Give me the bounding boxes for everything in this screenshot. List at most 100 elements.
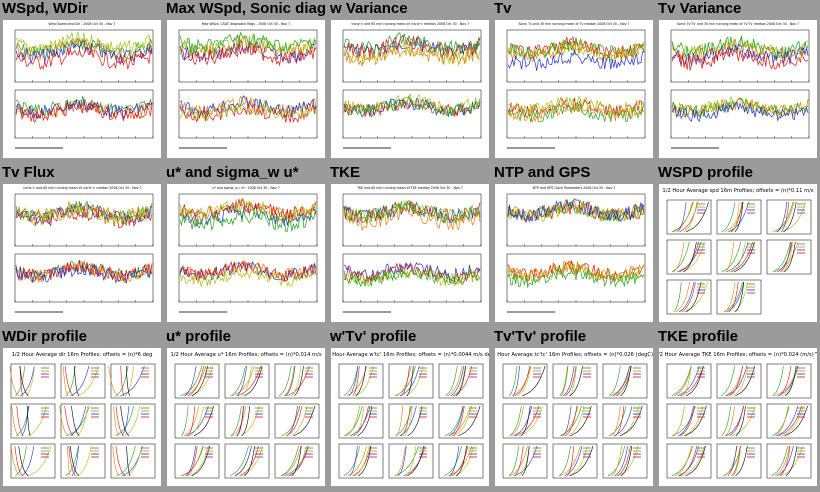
profile-panel-frame	[716, 199, 762, 235]
profile-plot-icon[interactable]: 1/2 Hour Average dir 16m Profiles; offse…	[3, 348, 161, 486]
profile-line	[183, 405, 200, 437]
time-series-plot-icon[interactable]: <w'tc'> and 60 min running mean of <w'tc…	[3, 184, 161, 322]
plot-thumbnail-image: 1/2 Hour Average u* 16m Profiles; offset…	[170, 352, 322, 479]
time-series-plot-icon[interactable]: Sonic Tv'Tv' and 30 min running mean of …	[659, 20, 817, 158]
plot-title[interactable]: w Variance	[330, 0, 408, 17]
profile-line	[9, 365, 20, 397]
time-series-plot-icon[interactable]: u* and sigma_w / u* - 2008 Oct 30 - Nov …	[167, 184, 325, 322]
series-line	[671, 101, 809, 123]
profile-panel-frame	[274, 403, 320, 439]
profile-line	[403, 445, 426, 477]
time-series-plot-icon[interactable]: NTP and GPS Clock Parameters 2008 Oct 30…	[495, 184, 653, 322]
plot-cell: WSpd, WDir Wind Speed and Dir - 2008 Oct …	[0, 0, 164, 164]
profile-line	[614, 445, 628, 477]
profile-line	[73, 365, 79, 397]
series-line	[671, 37, 809, 60]
profile-line	[616, 365, 630, 397]
plot-title[interactable]: Tv Flux	[2, 164, 55, 181]
profile-panel-frame	[274, 443, 320, 479]
profile-panel-frame	[502, 403, 548, 439]
profile-line	[108, 365, 119, 397]
profile-line	[353, 405, 369, 437]
profile-line	[77, 365, 99, 397]
plot-thumbnail-image: u* and sigma_w / u* - 2008 Oct 30 - Nov …	[178, 186, 318, 313]
profile-line	[682, 365, 692, 397]
profile-plot-icon[interactable]: 1/2 Hour Average u* 16m Profiles; offset…	[167, 348, 325, 486]
profile-line	[774, 405, 789, 437]
profile-line	[115, 445, 126, 477]
profile-line	[679, 201, 699, 233]
series-line	[507, 262, 645, 286]
profile-line	[560, 365, 569, 397]
profile-plot-icon[interactable]: 1/2 Hour Average tc'tc' 16m Profiles; of…	[495, 348, 653, 486]
profile-line	[681, 281, 696, 313]
profile-line	[68, 445, 76, 477]
profile-line	[14, 445, 23, 477]
series-line	[343, 201, 481, 224]
profile-line	[774, 445, 790, 477]
profile-plot-icon[interactable]: 1/2 Hour Average spd 16m Profiles; offse…	[659, 184, 817, 322]
profile-line	[244, 445, 255, 477]
plot-title[interactable]: WDir profile	[2, 328, 87, 345]
profile-line	[732, 445, 742, 477]
profile-line	[673, 241, 685, 273]
profile-line	[278, 365, 292, 397]
profile-line	[671, 365, 692, 397]
time-series-plot-icon[interactable]: Wind Speed and Dir - 2008 Oct 30 - Nov 7	[3, 20, 161, 158]
profile-panel-frame	[10, 403, 56, 439]
profile-plot-icon[interactable]: 1/2 Hour Average w'tc' 16m Profiles; off…	[331, 348, 489, 486]
plot-title[interactable]: NTP and GPS	[494, 164, 591, 181]
profile-line	[70, 365, 90, 397]
plot-thumbnail-image: 1/2 Hour Average TKE 16m Profiles; offse…	[659, 352, 817, 479]
plot-header-text: 1/2 Hour Average tc'tc' 16m Profiles; of…	[495, 352, 653, 358]
plot-title[interactable]: Max WSpd, Sonic diag	[166, 0, 327, 17]
profile-line	[230, 365, 246, 397]
plot-thumbnail-image: 1/2 Hour Average tc'tc' 16m Profiles; of…	[495, 352, 653, 479]
profile-line	[685, 201, 709, 233]
profile-line	[77, 445, 92, 477]
profile-panel-frame	[224, 363, 270, 399]
plot-title[interactable]: Tv	[494, 0, 512, 17]
plot-title[interactable]: w'Tv' profile	[330, 328, 417, 345]
profile-line	[780, 445, 803, 477]
profile-panel-frame	[438, 363, 484, 399]
profile-line	[608, 365, 621, 397]
time-series-plot-icon[interactable]: Sonic Tv and 30 min running mean of Tv m…	[495, 20, 653, 158]
plot-title[interactable]: u* and sigma_w u*	[166, 164, 299, 181]
series-line	[507, 267, 645, 289]
profile-line	[11, 405, 19, 437]
time-series-plot-icon[interactable]: <w'w'> and 60 min running mean of <w'w'>…	[331, 20, 489, 158]
time-series-plot-icon[interactable]: Max WSpd, CSAT diagnostic flags - 2008 O…	[167, 20, 325, 158]
profile-line	[112, 445, 119, 477]
profile-panel-frame	[438, 403, 484, 439]
plot-title[interactable]: TKE	[330, 164, 360, 181]
profile-panel-frame	[666, 279, 712, 315]
profile-plot-icon[interactable]: 1/2 Hour Average TKE 16m Profiles; offse…	[659, 348, 817, 486]
profile-line	[230, 405, 242, 437]
profile-line	[614, 405, 633, 437]
profile-line	[352, 365, 360, 397]
series-line	[179, 31, 317, 54]
profile-line	[64, 405, 74, 437]
time-series-plot-icon[interactable]: TKE and 60 min running mean of TKE media…	[331, 184, 489, 322]
profile-panel-frame	[388, 363, 434, 399]
plot-title[interactable]: WSpd, WDir	[2, 0, 88, 17]
plot-title[interactable]: u* profile	[166, 328, 232, 345]
profile-line	[723, 281, 743, 313]
profile-line	[358, 445, 372, 477]
plot-title[interactable]: WSPD profile	[658, 164, 754, 181]
plot-header-text: 1/2 Hour Average dir 16m Profiles; offse…	[12, 352, 153, 358]
profile-panel-frame	[338, 403, 384, 439]
plot-title[interactable]: TKE profile	[658, 328, 739, 345]
plot-title[interactable]: Tv'Tv' profile	[494, 328, 587, 345]
series-line	[15, 202, 153, 228]
profile-line	[562, 405, 572, 437]
profile-line	[290, 405, 308, 437]
profile-line	[733, 281, 748, 313]
profile-line	[190, 365, 214, 397]
plot-thumbnail-image: TKE and 60 min running mean of TKE media…	[342, 186, 482, 313]
profile-line	[567, 445, 574, 477]
profile-line	[779, 445, 791, 477]
plot-title[interactable]: Tv Variance	[658, 0, 742, 17]
plot-header-text: NTP and GPS Clock Parameters 2008 Oct 30…	[533, 186, 616, 190]
